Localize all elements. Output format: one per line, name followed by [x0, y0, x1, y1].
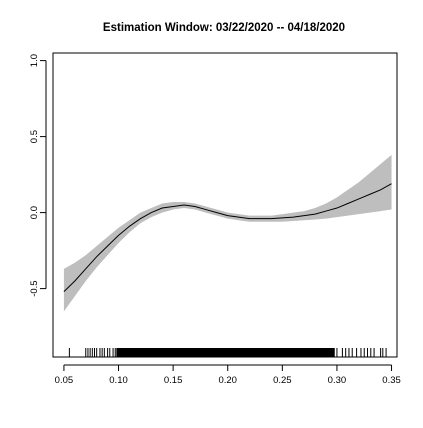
y-tick-label: 1.0 — [29, 54, 40, 67]
confidence-band-layer — [63, 154, 392, 312]
x-tick-label: 0.35 — [382, 375, 401, 386]
y-tick-label: 0.5 — [29, 130, 40, 143]
y-tick-label: 0.0 — [29, 206, 40, 219]
chart-title: Estimation Window: 03/22/2020 -- 04/18/2… — [103, 22, 345, 34]
fit-line-layer — [63, 183, 392, 292]
plot-frame — [52, 52, 398, 358]
x-tick-label: 0.10 — [109, 375, 128, 386]
fit-line — [63, 183, 392, 292]
confidence-band — [63, 154, 392, 312]
rug-layer — [68, 348, 387, 357]
y-tick-label: -0.5 — [29, 280, 40, 296]
x-tick-label: 0.30 — [328, 375, 347, 386]
x-tick-label: 0.20 — [218, 375, 237, 386]
x-tick-label: 0.25 — [273, 375, 292, 386]
rug-dense-block — [116, 348, 335, 357]
x-tick-label: 0.15 — [164, 375, 183, 386]
x-tick-label: 0.05 — [55, 375, 74, 386]
axes-layer: 0.05 0.10 0.15 0.20 0.25 0.30 0.35 -0.5 0.0 0.5 1.… — [29, 54, 401, 386]
